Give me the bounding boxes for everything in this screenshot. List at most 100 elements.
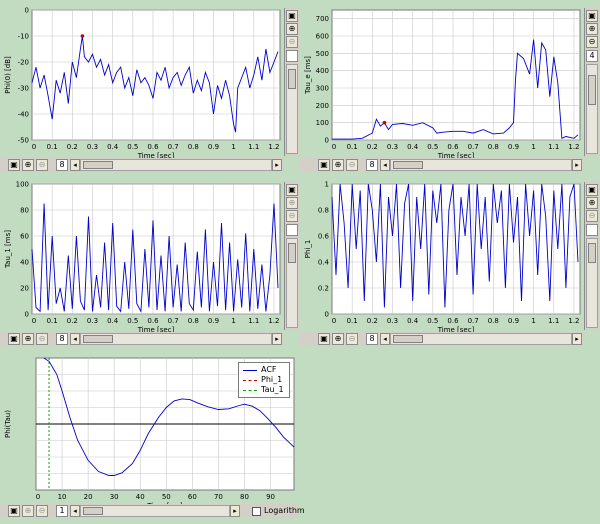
scroll-left-button[interactable]: ◂ (70, 505, 80, 517)
side-page-number[interactable] (286, 224, 298, 236)
horizontal-scroll-thumb[interactable] (83, 335, 113, 343)
x-tick-label: 0.8 (488, 143, 499, 151)
zoom-out-icon[interactable]: ⊖ (286, 36, 298, 48)
x-tick-label: 1.1 (548, 317, 559, 325)
peak-marker (80, 34, 85, 38)
x-tick-label: 1 (531, 143, 535, 151)
restore-icon[interactable]: ▣ (286, 10, 298, 22)
horizontal-scrollbar[interactable] (80, 505, 230, 517)
scroll-right-button[interactable]: ▸ (230, 505, 240, 517)
x-tick-label: 0.1 (47, 317, 58, 325)
chart-taue: 0.1 0.2 0.3 0.4 0.5 0.6 0.7 0.8 0.9 1 1.1 1.2 0 100 20… (304, 9, 581, 160)
y-axis-label: Phi(0) [dB] (4, 56, 12, 94)
scroll-right-button[interactable]: ▸ (572, 159, 582, 171)
x-tick-label: 0 (32, 317, 36, 325)
chart-phi1: 0.1 0.2 0.3 0.4 0.5 0.6 0.7 0.8 0.9 1 1.1 1.2 0 0.2 0.… (304, 181, 581, 334)
y-tick-label: 0 (325, 311, 329, 319)
vertical-scrollbar[interactable] (586, 64, 598, 154)
scroll-right-button[interactable]: ▸ (572, 333, 582, 345)
legend-swatch (243, 380, 257, 381)
x-tick-label: 0.7 (468, 143, 479, 151)
x-tick-label: 1 (231, 143, 235, 151)
horizontal-scrollbar[interactable] (80, 159, 272, 171)
zoom-in-icon[interactable]: ⊕ (22, 333, 34, 345)
zoom-in-icon[interactable]: ⊕ (286, 23, 298, 35)
side-toolbar: ▣ ⊕ ⊖ (584, 182, 599, 330)
x-tick-label: 1.2 (268, 317, 279, 325)
vertical-scrollbar[interactable] (586, 238, 598, 328)
zoom-in-icon[interactable]: ⊕ (332, 333, 344, 345)
restore-icon[interactable]: ▣ (8, 333, 20, 345)
x-tick-label: 50 (162, 493, 171, 501)
x-tick-label: 1.1 (248, 143, 259, 151)
vertical-scrollbar[interactable] (286, 64, 298, 154)
logarithm-checkbox[interactable] (252, 507, 261, 516)
side-page-number[interactable] (586, 224, 598, 236)
x-tick-label: 1.1 (248, 317, 259, 325)
zoom-out-icon[interactable]: ⊖ (36, 159, 48, 171)
restore-icon[interactable]: ▣ (318, 333, 330, 345)
zoom-out-icon[interactable]: ⊖ (346, 333, 358, 345)
zoom-out-icon[interactable]: ⊖ (586, 36, 598, 48)
x-tick-label: 0.2 (67, 317, 78, 325)
scroll-left-button[interactable]: ◂ (380, 159, 390, 171)
y-tick-label: 20 (20, 285, 29, 293)
y-tick-label: -50 (18, 137, 29, 145)
zoom-in-icon[interactable]: ⊕ (286, 197, 298, 209)
x-tick-label: 0.6 (447, 317, 459, 325)
legend-item-tau1: Tau_1 (239, 385, 289, 395)
side-page-number[interactable]: 4 (586, 50, 598, 62)
legend-label: Tau_1 (261, 385, 284, 394)
page-number[interactable]: 8 (366, 333, 378, 345)
restore-icon[interactable]: ▣ (8, 159, 20, 171)
horizontal-scroll-thumb[interactable] (83, 161, 113, 169)
horizontal-scrollbar[interactable] (390, 333, 572, 345)
x-tick-label: 1 (231, 317, 235, 325)
restore-icon[interactable]: ▣ (586, 184, 598, 196)
page-number[interactable]: 8 (56, 159, 68, 171)
y-tick-label: 0.6 (318, 233, 330, 241)
y-tick-label: 200 (316, 102, 329, 110)
vertical-scrollbar[interactable] (286, 238, 298, 328)
side-page-number[interactable] (286, 50, 298, 62)
x-tick-label: 0.9 (208, 143, 219, 151)
restore-icon[interactable]: ▣ (8, 505, 20, 517)
x-tick-label: 0.5 (127, 143, 138, 151)
restore-icon[interactable]: ▣ (318, 159, 330, 171)
vertical-scroll-thumb[interactable] (588, 75, 596, 105)
x-tick-label: 1.2 (568, 317, 579, 325)
horizontal-scroll-thumb[interactable] (83, 507, 103, 515)
scroll-right-button[interactable]: ▸ (272, 159, 282, 171)
x-tick-label: 0 (36, 493, 40, 501)
horizontal-scroll-thumb[interactable] (393, 335, 423, 343)
legend-swatch (243, 370, 257, 371)
zoom-in-icon[interactable]: ⊕ (586, 197, 598, 209)
restore-icon[interactable]: ▣ (286, 184, 298, 196)
zoom-in-icon[interactable]: ⊕ (22, 159, 34, 171)
scroll-left-button[interactable]: ◂ (70, 159, 80, 171)
scroll-right-button[interactable]: ▸ (272, 333, 282, 345)
zoom-in-icon[interactable]: ⊕ (332, 159, 344, 171)
x-tick-label: 0.9 (508, 143, 519, 151)
zoom-out-icon[interactable]: ⊖ (36, 333, 48, 345)
scroll-left-button[interactable]: ◂ (70, 333, 80, 345)
zoom-out-icon[interactable]: ⊖ (346, 159, 358, 171)
zoom-out-icon[interactable]: ⊖ (286, 210, 298, 222)
x-tick-label: 0.9 (208, 317, 219, 325)
zoom-in-icon[interactable]: ⊕ (586, 23, 598, 35)
page-number[interactable]: 8 (366, 159, 378, 171)
zoom-out-icon[interactable]: ⊖ (586, 210, 598, 222)
restore-icon[interactable]: ▣ (586, 10, 598, 22)
horizontal-scroll-thumb[interactable] (393, 161, 423, 169)
page-number[interactable]: 8 (56, 333, 68, 345)
zoom-out-icon[interactable]: ⊖ (36, 505, 48, 517)
horizontal-scrollbar[interactable] (80, 333, 272, 345)
vertical-scroll-thumb[interactable] (288, 69, 296, 89)
vertical-scroll-thumb[interactable] (288, 243, 296, 263)
page-number[interactable]: 1 (56, 505, 68, 517)
scroll-left-button[interactable]: ◂ (380, 333, 390, 345)
x-tick-label: 0.2 (367, 143, 378, 151)
horizontal-scrollbar[interactable] (390, 159, 572, 171)
vertical-scroll-thumb[interactable] (588, 243, 596, 263)
zoom-in-icon[interactable]: ⊕ (22, 505, 34, 517)
